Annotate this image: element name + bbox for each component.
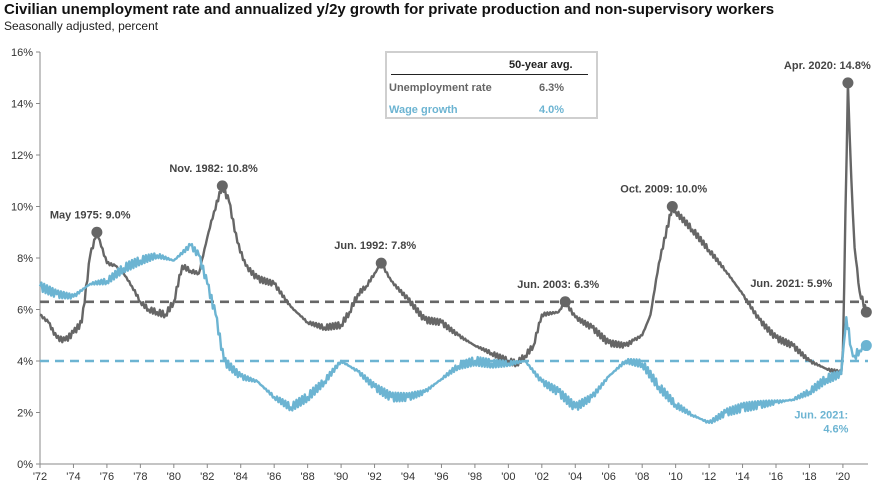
y-tick-label: 0% (17, 459, 33, 471)
x-tick-label: '20 (836, 471, 850, 483)
unemployment-peak-marker (216, 180, 228, 192)
legend-value-unemployment: 6.3% (539, 82, 565, 94)
x-tick-label: '90 (334, 471, 348, 483)
annotation-label: Jun. 2021: (794, 410, 848, 422)
annotation-label: Jun. 2003: 6.3% (517, 279, 599, 291)
wage-growth-marker (860, 340, 872, 352)
x-tick-label: '76 (100, 471, 114, 483)
annotation-label: 4.6% (823, 424, 848, 436)
unemployment-peak-marker (860, 306, 872, 318)
wage-growth-line (38, 242, 868, 425)
legend-label-wage: Wage growth (389, 104, 458, 116)
x-tick-label: '08 (635, 471, 649, 483)
annotation-label: Jun. 2021: 5.9% (750, 278, 832, 290)
unemployment-peak-marker (559, 296, 571, 308)
y-tick-label: 2% (17, 408, 33, 420)
unemployment-peak-marker (91, 226, 103, 238)
unemployment-peak-marker (842, 77, 854, 89)
y-tick-label: 12% (11, 150, 33, 162)
y-tick-label: 14% (11, 99, 33, 111)
x-tick-label: '16 (769, 471, 783, 483)
x-tick-label: '04 (568, 471, 582, 483)
x-tick-label: '02 (535, 471, 549, 483)
y-tick-label: 8% (17, 253, 33, 265)
legend-divider (391, 74, 588, 75)
annotation-label: May 1975: 9.0% (50, 209, 131, 221)
unemployment-peak-marker (666, 201, 678, 212)
x-tick-label: '00 (501, 471, 515, 483)
y-tick-label: 10% (11, 202, 33, 214)
annotation-label: Jun. 1992: 7.8% (334, 240, 416, 252)
annotation-label: Nov. 1982: 10.8% (169, 163, 258, 175)
x-tick-label: '78 (133, 471, 147, 483)
legend-label-unemployment: Unemployment rate (389, 82, 492, 94)
x-tick-label: '84 (234, 471, 248, 483)
legend-header: 50-year avg. (509, 59, 573, 71)
x-tick-label: '06 (602, 471, 616, 483)
x-tick-label: '18 (802, 471, 816, 483)
y-tick-label: 16% (11, 47, 33, 59)
chart-subtitle: Seasonally adjusted, percent (4, 19, 159, 33)
y-tick-label: 4% (17, 356, 33, 368)
annotation-label: Oct. 2009: 10.0% (620, 184, 707, 196)
legend-value-wage: 4.0% (539, 104, 565, 116)
x-tick-label: '74 (66, 471, 80, 483)
x-tick-label: '14 (735, 471, 749, 483)
unemployment-rate-line (39, 81, 868, 377)
x-tick-label: '10 (668, 471, 682, 483)
x-tick-label: '72 (33, 471, 47, 483)
x-tick-label: '88 (300, 471, 314, 483)
x-tick-label: '12 (702, 471, 716, 483)
x-tick-label: '96 (434, 471, 448, 483)
x-tick-label: '82 (200, 471, 214, 483)
x-tick-label: '86 (267, 471, 281, 483)
unemployment-peak-marker (375, 257, 387, 269)
x-tick-label: '98 (468, 471, 482, 483)
x-tick-label: '92 (367, 471, 381, 483)
chart-title: Civilian unemployment rate and annualize… (4, 1, 775, 18)
x-tick-label: '80 (167, 471, 181, 483)
annotation-label: Apr. 2020: 14.8% (784, 60, 871, 72)
y-tick-label: 6% (17, 305, 33, 317)
legend-box: 50-year avg. Unemployment rate 6.3% Wage… (385, 51, 598, 119)
x-tick-label: '94 (401, 471, 415, 483)
